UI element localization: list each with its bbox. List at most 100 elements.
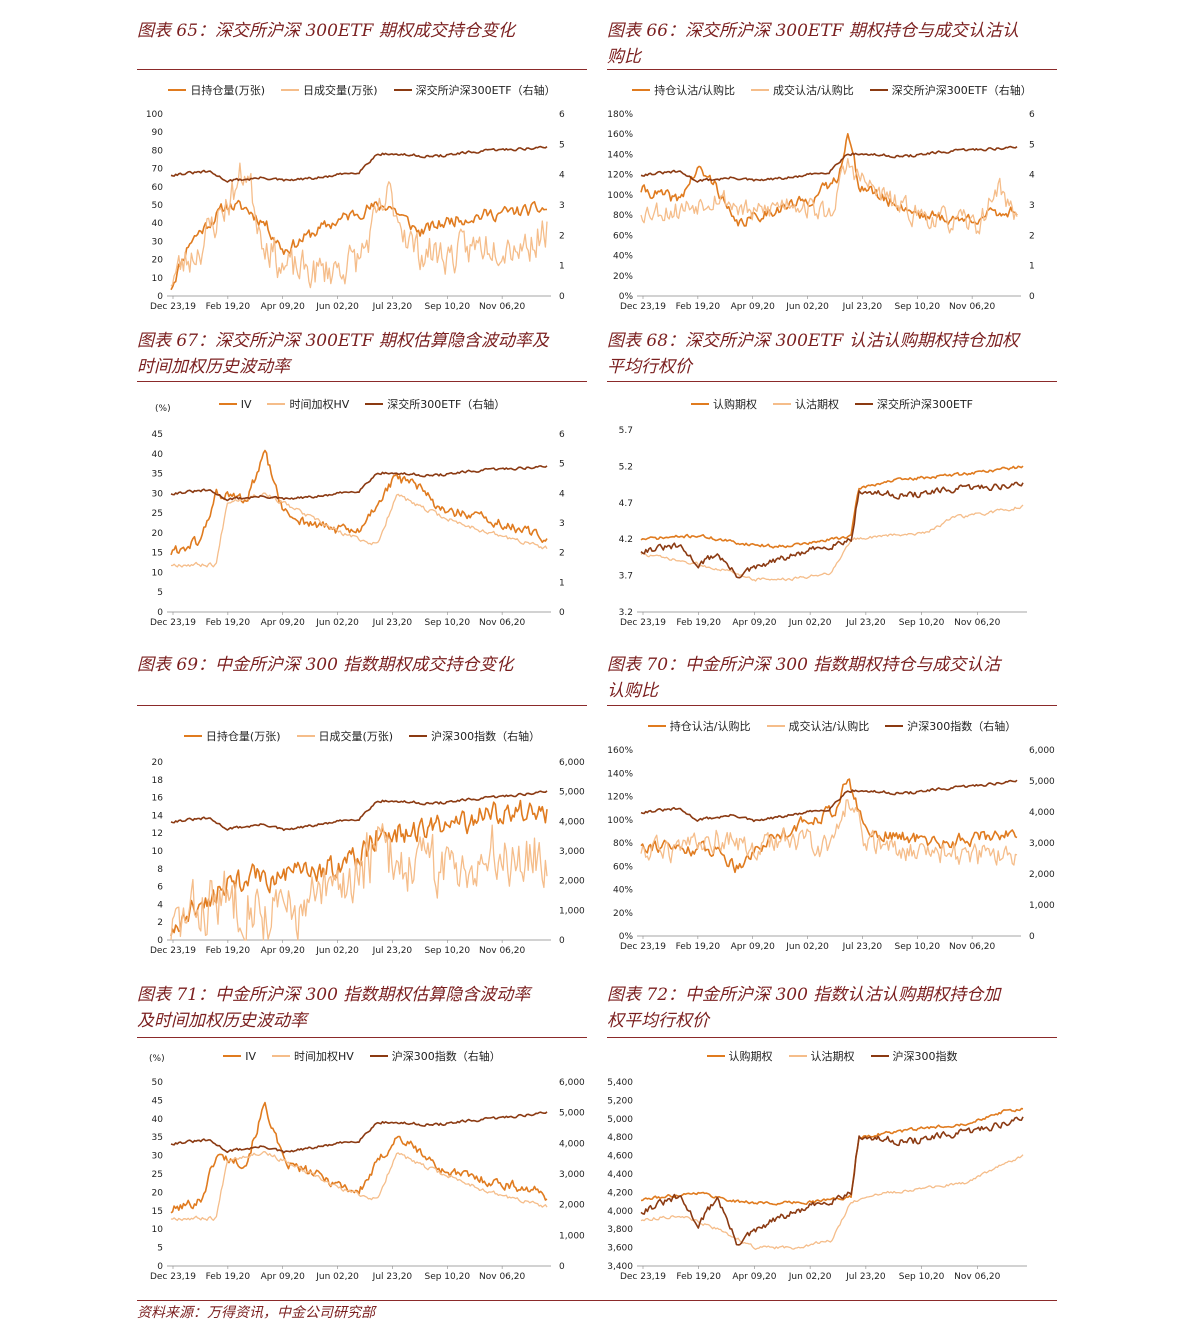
- x-tick-label: Feb 19,20: [676, 942, 721, 952]
- x-tick-label: Dec 23,19: [620, 1272, 666, 1282]
- y-tick-label: 40: [152, 219, 164, 229]
- y-tick-label: 16: [152, 794, 164, 804]
- chart-panel-66: 图表 66：深交所沪深 300ETF 期权持仓与成交认沽认 购比 持仓认沽/认购…: [607, 18, 1057, 318]
- y-tick-label: 30: [152, 237, 164, 247]
- legend-label: 认沽期权: [810, 1050, 855, 1063]
- y-tick-label: 10: [152, 847, 164, 857]
- y-tick-label: 4,000: [607, 1207, 633, 1217]
- x-tick-label: Apr 09,20: [261, 1272, 305, 1282]
- x-tick-label: Jul 23,20: [845, 618, 886, 628]
- y-tick-label: 2: [157, 918, 163, 928]
- y2-tick-label: 1: [1029, 262, 1035, 272]
- y2-tick-label: 0: [1029, 292, 1035, 302]
- y2-tick-label: 4,000: [559, 817, 585, 827]
- x-tick-label: Jun 02,20: [785, 942, 829, 952]
- legend-label: 成交认沽/认购比: [788, 720, 870, 733]
- y-tick-label: 5,400: [607, 1078, 633, 1088]
- y-tick-label: 20: [152, 256, 164, 266]
- chart-plot: 180% 160% 140% 120% 100% 80% 60% 40% 20% 0% 6 5 4 3 2 1…: [607, 110, 1035, 312]
- y-tick-label: 6: [157, 883, 163, 893]
- y-tick-label: 20%: [613, 909, 633, 919]
- legend-label: 沪深300指数（右轴）: [391, 1050, 501, 1063]
- x-tick-label: Dec 23,19: [150, 946, 196, 956]
- legend-label: 时间加权HV: [293, 1050, 354, 1063]
- x-tick-label: Feb 19,20: [206, 618, 251, 628]
- footer-rule: [137, 1300, 1057, 1301]
- y-tick-label: 4,600: [607, 1152, 633, 1162]
- y2-tick-label: 0: [559, 292, 565, 302]
- y-tick-label: 40%: [613, 886, 633, 896]
- y-tick-label: 5: [157, 1244, 163, 1254]
- x-tick-label: Jul 23,20: [842, 302, 883, 312]
- y-tick-label: 180%: [607, 110, 633, 120]
- y2-tick-label: 5: [559, 140, 565, 150]
- y2-tick-label: 3,000: [559, 847, 585, 857]
- chart-panel-71: 图表 71：中金所沪深 300 指数期权估算隐含波动率 及时间加权历史波动率 I…: [137, 982, 587, 1292]
- y-tick-label: 15: [152, 1207, 163, 1217]
- y-tick-label: 160%: [607, 130, 633, 140]
- chart-legend: 持仓认沽/认购比 成交认沽/认购比 深交所沪深300ETF（右轴）: [607, 82, 1057, 98]
- chart-panel-68: 图表 68：深交所沪深 300ETF 认沽认购期权持仓加权 平均行权价 认购期权…: [607, 328, 1057, 638]
- y2-tick-label: 0: [559, 1262, 565, 1272]
- x-tick-label: Apr 09,20: [261, 302, 305, 312]
- source-note: 资料来源：万得资讯，中金公司研究部: [137, 1305, 375, 1321]
- chart-panel-70: 图表 70：中金所沪深 300 指数期权持仓与成交认沽 认购比 持仓认沽/认购比…: [607, 652, 1057, 962]
- x-tick-label: Sep 10,20: [424, 302, 470, 312]
- x-tick-label: Nov 06,20: [949, 942, 995, 952]
- x-tick-label: Nov 06,20: [954, 618, 1000, 628]
- y2-tick-label: 6,000: [559, 758, 585, 768]
- series-line-3: [640, 1116, 1024, 1246]
- x-tick-label: Sep 10,20: [424, 1272, 470, 1282]
- y-tick-label: 40: [152, 1115, 164, 1125]
- x-tick-label: Nov 06,20: [954, 1272, 1000, 1282]
- y-tick-label: 3.2: [619, 608, 633, 618]
- y2-tick-label: 3,000: [1029, 839, 1055, 849]
- series-line-2: [170, 162, 548, 289]
- series-line-1: [640, 1107, 1024, 1206]
- chart-plot: 201816141210864206,0005,0004,0003,0002,0…: [150, 758, 585, 956]
- x-tick-label: Apr 09,20: [732, 1272, 776, 1282]
- chart-panel-72: 图表 72：中金所沪深 300 指数认沽认购期权持仓加 权平均行权价 认购期权 …: [607, 982, 1057, 1292]
- x-tick-label: Sep 10,20: [899, 618, 945, 628]
- y2-tick-label: 5,000: [1029, 777, 1055, 787]
- y2-tick-label: 0: [559, 936, 565, 946]
- y-tick-label: 10: [152, 1225, 164, 1235]
- x-tick-label: Nov 06,20: [479, 946, 525, 956]
- series-line-2: [640, 1154, 1024, 1250]
- y-tick-label: 60: [152, 183, 164, 193]
- y2-tick-label: 3: [559, 519, 565, 529]
- y2-tick-label: 4: [1029, 171, 1035, 181]
- y-tick-label: 30: [152, 1152, 164, 1162]
- legend-label: 日成交量(万张): [318, 730, 394, 743]
- chart-title: 图表 71：中金所沪深 300 指数期权估算隐含波动率 及时间加权历史波动率: [137, 985, 531, 1031]
- series-line-3: [640, 481, 1024, 579]
- x-tick-label: Jun 02,20: [315, 618, 359, 628]
- x-tick-label: Nov 06,20: [479, 1272, 525, 1282]
- series-line-1: [170, 1101, 548, 1214]
- x-tick-label: Jul 23,20: [842, 942, 883, 952]
- y-tick-label: 4.2: [619, 535, 633, 545]
- x-tick-label: Jul 23,20: [372, 946, 413, 956]
- y-tick-label: 20: [152, 529, 164, 539]
- y-tick-label: 20: [152, 1188, 164, 1198]
- y-tick-label: 120%: [607, 793, 633, 803]
- y-tick-label: 50: [152, 1078, 164, 1088]
- y-tick-label: 3,800: [607, 1225, 633, 1235]
- y2-tick-label: 5,000: [559, 1109, 585, 1119]
- unit-label: (%): [155, 404, 171, 414]
- y-tick-label: 5,000: [607, 1115, 633, 1125]
- x-tick-label: Dec 23,19: [150, 302, 196, 312]
- y2-tick-label: 6,000: [1029, 746, 1055, 756]
- y2-tick-label: 1,000: [559, 906, 585, 916]
- chart-legend: 认购期权 认沽期权 沪深300指数: [607, 1048, 1057, 1064]
- series-line-1: [170, 799, 548, 937]
- y2-tick-label: 0: [1029, 932, 1035, 942]
- y2-tick-label: 6: [559, 430, 565, 440]
- series-line-2: [640, 504, 1024, 582]
- y2-tick-label: 5: [1029, 140, 1035, 150]
- y-tick-label: 25: [152, 1170, 163, 1180]
- y2-tick-label: 1: [559, 262, 565, 272]
- x-tick-label: Dec 23,19: [620, 942, 666, 952]
- legend-label: 深交所300ETF（右轴）: [387, 398, 506, 411]
